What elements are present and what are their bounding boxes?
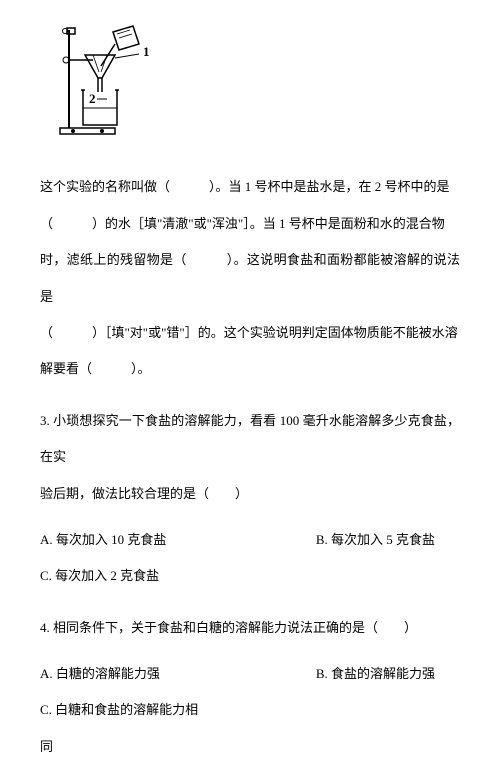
- q2-line1: 这个实验的名称叫做（ ）。当 1 号杯中是盐水是，在 2 号杯中的是: [40, 169, 460, 205]
- diagram-label-1: 1: [143, 44, 150, 59]
- q3-options: A. 每次加入 10 克食盐 B. 每次加入 5 克食盐 C. 每次加入 2 克…: [40, 522, 460, 595]
- q3-option-c: C. 每次加入 2 克食盐: [40, 558, 159, 594]
- diagram-label-2: 2: [89, 91, 96, 106]
- q2-line4: （ ）［填"对"或"错"］的。这个实验说明判定固体物质能不能被水溶: [40, 315, 460, 351]
- q4-option-b: B. 食盐的溶解能力强: [316, 656, 435, 692]
- q3-stem-line1: 3. 小琐想探究一下食盐的溶解能力，看看 100 毫升水能溶解多少克食盐，在实: [40, 403, 460, 476]
- q2-line3: 时，滤纸上的残留物是（ ）。这说明食盐和面粉都能被溶解的说法是: [40, 242, 460, 315]
- question-3: 3. 小琐想探究一下食盐的溶解能力，看看 100 毫升水能溶解多少克食盐，在实 …: [40, 403, 460, 595]
- q2-line5: 解要看（ ）。: [40, 351, 460, 387]
- question-2-text: 这个实验的名称叫做（ ）。当 1 号杯中是盐水是，在 2 号杯中的是 （ ）的水…: [40, 169, 460, 387]
- q3-option-b: B. 每次加入 5 克食盐: [316, 522, 435, 558]
- q3-stem-line2: 验后期，做法比较合理的是（ ）: [40, 476, 460, 512]
- q4-option-c-line1: C. 白糖和食盐的溶解能力相: [40, 692, 198, 728]
- q4-stem: 4. 相同条件下，关于食盐和白糖的溶解能力说法正确的是（ ）: [40, 610, 460, 646]
- q4-option-c-line2: 同: [40, 729, 460, 765]
- q4-option-a: A. 白糖的溶解能力强: [40, 656, 160, 692]
- q4-options: A. 白糖的溶解能力强 B. 食盐的溶解能力强 C. 白糖和食盐的溶解能力相: [40, 656, 460, 729]
- filtration-apparatus-svg: 1 2: [45, 20, 165, 140]
- experiment-diagram: 1 2: [45, 20, 460, 154]
- q3-option-a: A. 每次加入 10 克食盐: [40, 522, 166, 558]
- q2-line2: （ ）的水［填"清澈"或"浑浊"］。当 1 号杯中是面粉和水的混合物: [40, 206, 460, 242]
- question-4: 4. 相同条件下，关于食盐和白糖的溶解能力说法正确的是（ ） A. 白糖的溶解能…: [40, 610, 460, 765]
